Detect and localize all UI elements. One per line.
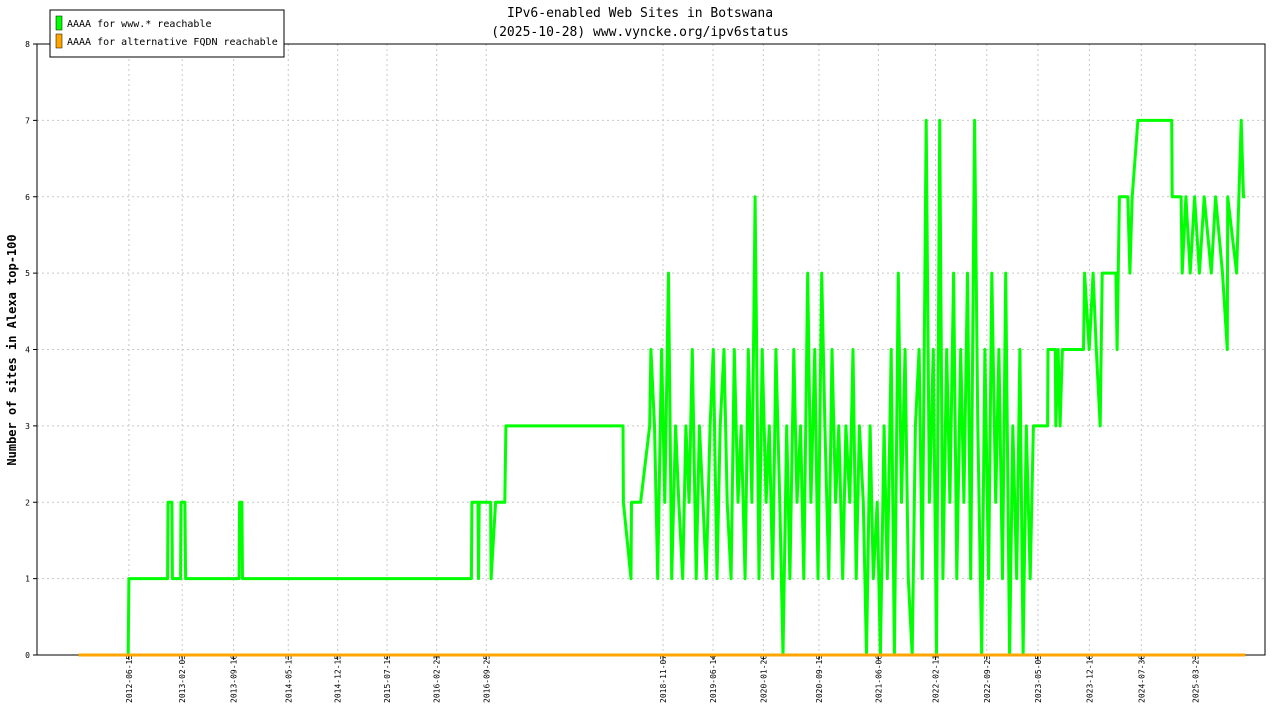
y-tick-label: 0 [25,651,30,660]
x-tick-label: 2025-03-23 [1191,655,1200,703]
x-tick-label: 2019-06-14 [709,655,718,703]
x-tick-label: 2020-01-20 [759,655,768,703]
x-tick-label: 2013-09-16 [230,655,239,703]
y-tick-label: 6 [25,193,30,202]
series-line [78,118,1246,657]
y-tick-label: 1 [25,575,30,584]
y-tick-label: 7 [25,116,30,125]
legend-swatch [55,33,63,49]
y-tick-label: 3 [25,422,30,431]
legend-label: AAAA for www.* reachable [67,19,212,30]
x-tick-label: 2012-06-15 [125,655,134,703]
chart-subtitle: (2025-10-28) www.vyncke.org/ipv6status [491,25,788,40]
x-tick-label: 2021-06-06 [874,655,883,703]
x-tick-label: 2016-02-21 [433,655,442,703]
y-tick-label: 2 [25,498,30,507]
x-tick-label: 2023-05-05 [1034,655,1043,703]
x-tick-label: 2014-12-15 [334,655,343,703]
x-tick-label: 2022-09-23 [983,655,992,703]
x-tick-label: 2018-11-07 [659,655,668,703]
legend: AAAA for www.* reachable AAAA for alterna… [49,9,285,58]
legend-box [49,9,285,58]
legend-swatch [55,15,63,31]
x-tick-label: 2014-05-13 [284,655,293,703]
x-tick-label: 2015-07-19 [383,655,392,703]
y-axis-label: Number of sites in Alexa top-100 [5,234,19,465]
y-tick-label: 4 [25,346,30,355]
x-tick-label: 2013-02-03 [178,655,187,703]
x-tick-label: 2023-12-16 [1085,655,1094,703]
chart-title: IPv6-enabled Web Sites in Botswana [507,6,773,21]
x-tick-label: 2024-07-30 [1137,655,1146,703]
x-tick-label: 2022-02-11 [932,655,941,703]
x-tick-label: 2020-09-19 [815,655,824,703]
x-tick-label: 2016-09-25 [482,655,491,703]
y-tick-label: 8 [25,40,30,49]
legend-label: AAAA for alternative FQDN reachable [67,37,278,48]
y-tick-label: 5 [25,269,30,278]
